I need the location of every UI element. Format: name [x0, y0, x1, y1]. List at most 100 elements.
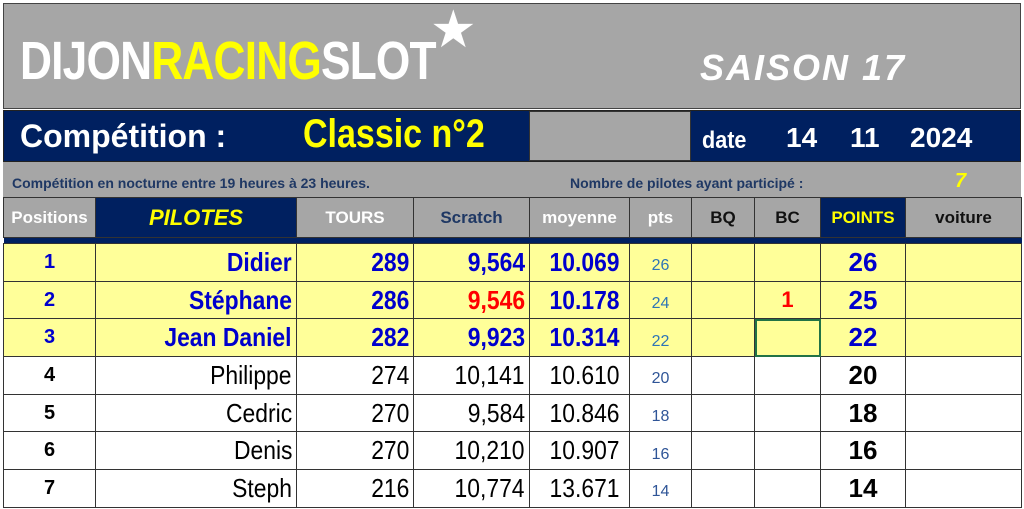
column-header-bq[interactable]: BQ [691, 197, 755, 238]
cell-bq[interactable] [691, 356, 755, 395]
cell-scratch[interactable]: 9,564 [413, 243, 530, 282]
cell-bc[interactable] [754, 318, 821, 358]
table-row: 4 Philippe 274 10,141 10.610 20 20 [3, 356, 1022, 395]
cell-bq[interactable] [691, 431, 755, 471]
moyenne-value: 10.610 [549, 359, 620, 390]
cell-pilote[interactable]: Didier [95, 243, 297, 282]
moyenne-value: 13.671 [549, 472, 620, 503]
cell-pilote[interactable]: Steph [95, 469, 297, 508]
cell-pilote[interactable]: Cedric [95, 393, 297, 433]
column-header-positions[interactable]: Positions [3, 197, 96, 238]
cell-pos[interactable]: 6 [3, 431, 96, 471]
table-row: 2 Stéphane 286 9,546 10.178 24 1 25 [3, 280, 1022, 320]
cell-moyenne[interactable]: 10.846 [529, 393, 630, 433]
column-header-bc[interactable]: BC [754, 197, 821, 238]
cell-tours[interactable]: 289 [296, 243, 414, 282]
cell-bc[interactable] [754, 431, 821, 471]
cell-voiture[interactable] [905, 318, 1022, 358]
cell-points[interactable]: 14 [820, 469, 906, 508]
column-header-scratch[interactable]: Scratch [413, 197, 530, 238]
cell-voiture[interactable] [905, 356, 1022, 395]
cell-tours[interactable]: 286 [296, 280, 414, 320]
cell-moyenne[interactable]: 10.069 [529, 243, 630, 282]
cell-bq[interactable] [691, 280, 755, 320]
empty-cell[interactable] [529, 111, 691, 161]
cell-pilote[interactable]: Denis [95, 431, 297, 471]
cell-points[interactable]: 16 [820, 431, 906, 471]
competition-name: Classic n°2 [303, 112, 485, 156]
column-header-moyenne[interactable]: moyenne [529, 197, 630, 238]
cell-voiture[interactable] [905, 280, 1022, 320]
cell-moyenne[interactable]: 13.671 [529, 469, 630, 508]
cell-scratch[interactable]: 10,141 [413, 356, 530, 395]
scratch-value: 9,546 [467, 284, 525, 315]
cell-pts[interactable]: 22 [629, 318, 692, 358]
cell-points[interactable]: 20 [820, 356, 906, 395]
header-separator [3, 237, 1022, 244]
column-header-pilotes[interactable]: PILOTES [95, 197, 297, 238]
cell-pos[interactable]: 4 [3, 356, 96, 395]
cell-pilote[interactable]: Jean Daniel [95, 318, 297, 358]
cell-bq[interactable] [691, 318, 755, 358]
cell-pts[interactable]: 18 [629, 393, 692, 433]
cell-pos[interactable]: 7 [3, 469, 96, 508]
tours-value: 282 [370, 322, 409, 353]
cell-pos[interactable]: 5 [3, 393, 96, 433]
column-header-pts[interactable]: pts [629, 197, 692, 238]
logo-text-slot: SLOT [320, 31, 437, 91]
cell-pts[interactable]: 20 [629, 356, 692, 395]
cell-pos[interactable]: 3 [3, 318, 96, 358]
cell-moyenne[interactable]: 10.314 [529, 318, 630, 358]
cell-pos[interactable]: 1 [3, 243, 96, 282]
cell-points[interactable]: 25 [820, 280, 906, 320]
cell-pilote[interactable]: Philippe [95, 356, 297, 395]
scratch-value: 9,923 [467, 322, 525, 353]
column-header-voiture[interactable]: voiture [905, 197, 1022, 238]
competition-bar [3, 110, 1021, 162]
cell-bq[interactable] [691, 469, 755, 508]
cell-tours[interactable]: 274 [296, 356, 414, 395]
tours-value: 270 [370, 397, 409, 428]
cell-points[interactable]: 26 [820, 243, 906, 282]
column-header-tours[interactable]: TOURS [296, 197, 414, 238]
cell-scratch[interactable]: 9,546 [413, 280, 530, 320]
competition-note: Compétition en nocturne entre 19 heures … [12, 175, 370, 191]
pilote-value: Didier [227, 246, 292, 277]
cell-voiture[interactable] [905, 243, 1022, 282]
column-header-points[interactable]: POINTS [820, 197, 906, 238]
cell-bq[interactable] [691, 393, 755, 433]
cell-tours[interactable]: 282 [296, 318, 414, 358]
cell-pts[interactable]: 14 [629, 469, 692, 508]
cell-voiture[interactable] [905, 431, 1022, 471]
cell-moyenne[interactable]: 10.178 [529, 280, 630, 320]
cell-tours[interactable]: 270 [296, 393, 414, 433]
participants-count: 7 [955, 170, 967, 192]
cell-pts[interactable]: 26 [629, 243, 692, 282]
cell-scratch[interactable]: 10,210 [413, 431, 530, 471]
cell-voiture[interactable] [905, 393, 1022, 433]
cell-bc[interactable] [754, 469, 821, 508]
cell-moyenne[interactable]: 10.907 [529, 431, 630, 471]
logo: DIJONRACINGSLOT [20, 30, 437, 92]
cell-scratch[interactable]: 9,923 [413, 318, 530, 358]
cell-bc[interactable] [754, 356, 821, 395]
cell-moyenne[interactable]: 10.610 [529, 356, 630, 395]
cell-bc[interactable] [754, 243, 821, 282]
cell-pos[interactable]: 2 [3, 280, 96, 320]
cell-pts[interactable]: 16 [629, 431, 692, 471]
cell-tours[interactable]: 216 [296, 469, 414, 508]
cell-pilote[interactable]: Stéphane [95, 280, 297, 320]
cell-voiture[interactable] [905, 469, 1022, 508]
cell-tours[interactable]: 270 [296, 431, 414, 471]
cell-scratch[interactable]: 10,774 [413, 469, 530, 508]
tours-value: 216 [370, 472, 409, 503]
cell-bc[interactable]: 1 [754, 280, 821, 320]
cell-pts[interactable]: 24 [629, 280, 692, 320]
date-month: 11 [850, 122, 880, 153]
cell-scratch[interactable]: 9,584 [413, 393, 530, 433]
cell-bc[interactable] [754, 393, 821, 433]
cell-bq[interactable] [691, 243, 755, 282]
cell-points[interactable]: 22 [820, 318, 906, 358]
cell-points[interactable]: 18 [820, 393, 906, 433]
pilote-value: Cedric [225, 397, 292, 428]
